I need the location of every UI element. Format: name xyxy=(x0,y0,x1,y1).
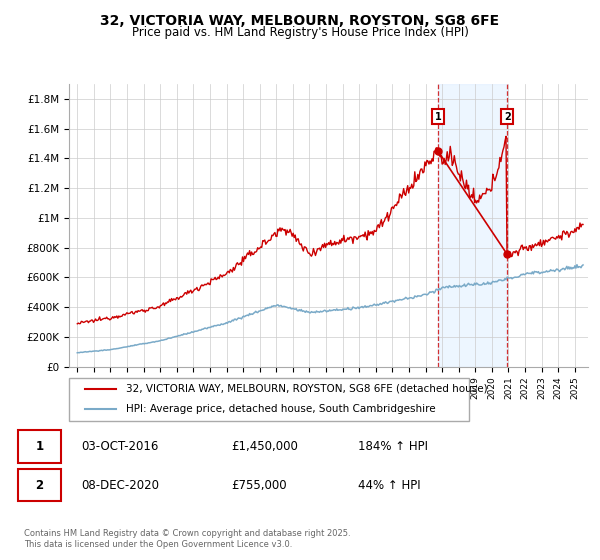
Bar xyxy=(438,84,507,367)
Text: HPI: Average price, detached house, South Cambridgeshire: HPI: Average price, detached house, Sout… xyxy=(126,404,436,413)
FancyBboxPatch shape xyxy=(18,469,61,502)
FancyBboxPatch shape xyxy=(69,378,469,421)
FancyBboxPatch shape xyxy=(18,430,61,463)
Text: 08-DEC-2020: 08-DEC-2020 xyxy=(81,479,159,492)
Text: 32, VICTORIA WAY, MELBOURN, ROYSTON, SG8 6FE: 32, VICTORIA WAY, MELBOURN, ROYSTON, SG8… xyxy=(100,14,500,28)
Text: 2: 2 xyxy=(35,479,43,492)
Text: 03-OCT-2016: 03-OCT-2016 xyxy=(81,440,158,453)
Text: £755,000: £755,000 xyxy=(231,479,287,492)
Text: 184% ↑ HPI: 184% ↑ HPI xyxy=(358,440,428,453)
Text: 32, VICTORIA WAY, MELBOURN, ROYSTON, SG8 6FE (detached house): 32, VICTORIA WAY, MELBOURN, ROYSTON, SG8… xyxy=(126,384,488,394)
Text: 1: 1 xyxy=(35,440,43,453)
Text: 44% ↑ HPI: 44% ↑ HPI xyxy=(358,479,420,492)
Text: Price paid vs. HM Land Registry's House Price Index (HPI): Price paid vs. HM Land Registry's House … xyxy=(131,26,469,39)
Text: 1: 1 xyxy=(434,112,442,122)
Text: £1,450,000: £1,450,000 xyxy=(231,440,298,453)
Text: 2: 2 xyxy=(504,112,511,122)
Text: Contains HM Land Registry data © Crown copyright and database right 2025.
This d: Contains HM Land Registry data © Crown c… xyxy=(24,529,350,549)
